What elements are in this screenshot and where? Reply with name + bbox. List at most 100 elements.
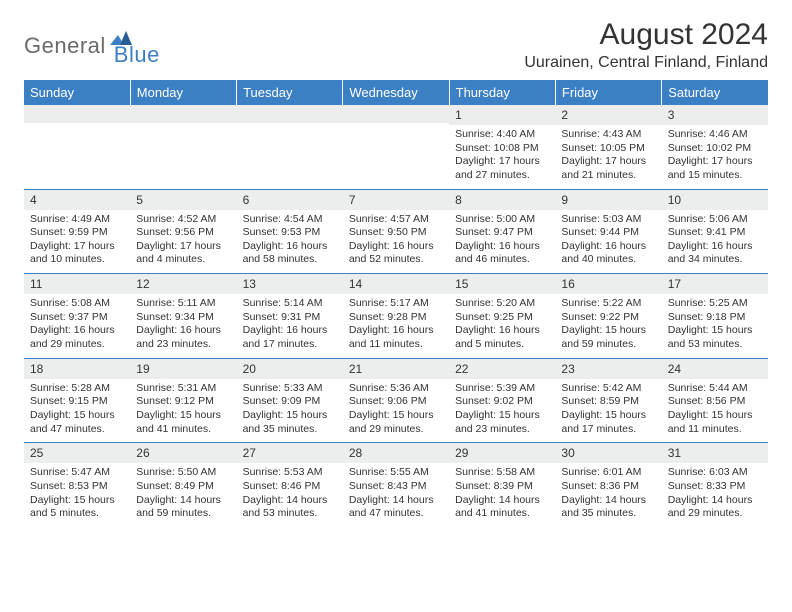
day-cell — [343, 105, 449, 189]
day-body: Sunrise: 4:43 AMSunset: 10:05 PMDaylight… — [555, 125, 661, 189]
logo: General Blue — [24, 24, 160, 68]
sunrise-text: Sunrise: 4:57 AM — [349, 213, 443, 227]
sunset-text: Sunset: 10:02 PM — [668, 142, 762, 156]
day-cell: 9Sunrise: 5:03 AMSunset: 9:44 PMDaylight… — [555, 189, 661, 274]
weekday-header: Sunday — [24, 80, 130, 105]
day-body — [130, 123, 236, 181]
sunset-text: Sunset: 8:46 PM — [243, 480, 337, 494]
day-body — [343, 123, 449, 181]
header: General Blue August 2024 Uurainen, Centr… — [24, 18, 768, 72]
daylight-text: Daylight: 16 hours and 34 minutes. — [668, 240, 762, 267]
day-body: Sunrise: 4:46 AMSunset: 10:02 PMDaylight… — [662, 125, 768, 189]
day-number: 9 — [555, 190, 661, 210]
sunrise-text: Sunrise: 5:58 AM — [455, 466, 549, 480]
day-cell: 29Sunrise: 5:58 AMSunset: 8:39 PMDayligh… — [449, 443, 555, 527]
day-number: 22 — [449, 359, 555, 379]
day-cell: 26Sunrise: 5:50 AMSunset: 8:49 PMDayligh… — [130, 443, 236, 527]
daylight-text: Daylight: 15 hours and 41 minutes. — [136, 409, 230, 436]
sunrise-text: Sunrise: 5:39 AM — [455, 382, 549, 396]
day-number: 4 — [24, 190, 130, 210]
weekday-header: Monday — [130, 80, 236, 105]
day-cell: 6Sunrise: 4:54 AMSunset: 9:53 PMDaylight… — [237, 189, 343, 274]
daylight-text: Daylight: 17 hours and 4 minutes. — [136, 240, 230, 267]
day-number: 29 — [449, 443, 555, 463]
day-cell: 31Sunrise: 6:03 AMSunset: 8:33 PMDayligh… — [662, 443, 768, 527]
day-number: 27 — [237, 443, 343, 463]
logo-text-general: General — [24, 33, 106, 59]
sunrise-text: Sunrise: 6:01 AM — [561, 466, 655, 480]
sunset-text: Sunset: 10:05 PM — [561, 142, 655, 156]
sunrise-text: Sunrise: 5:11 AM — [136, 297, 230, 311]
daylight-text: Daylight: 14 hours and 29 minutes. — [668, 494, 762, 521]
daylight-text: Daylight: 16 hours and 52 minutes. — [349, 240, 443, 267]
sunrise-text: Sunrise: 5:36 AM — [349, 382, 443, 396]
sunset-text: Sunset: 9:59 PM — [30, 226, 124, 240]
day-number: 5 — [130, 190, 236, 210]
sunset-text: Sunset: 9:56 PM — [136, 226, 230, 240]
daylight-text: Daylight: 17 hours and 10 minutes. — [30, 240, 124, 267]
daylight-text: Daylight: 15 hours and 53 minutes. — [668, 324, 762, 351]
sunset-text: Sunset: 10:08 PM — [455, 142, 549, 156]
sunrise-text: Sunrise: 4:52 AM — [136, 213, 230, 227]
day-number: 10 — [662, 190, 768, 210]
sunrise-text: Sunrise: 4:43 AM — [561, 128, 655, 142]
day-body: Sunrise: 5:50 AMSunset: 8:49 PMDaylight:… — [130, 463, 236, 527]
day-cell: 27Sunrise: 5:53 AMSunset: 8:46 PMDayligh… — [237, 443, 343, 527]
sunrise-text: Sunrise: 5:50 AM — [136, 466, 230, 480]
day-body: Sunrise: 5:22 AMSunset: 9:22 PMDaylight:… — [555, 294, 661, 358]
day-cell: 18Sunrise: 5:28 AMSunset: 9:15 PMDayligh… — [24, 358, 130, 443]
day-cell: 20Sunrise: 5:33 AMSunset: 9:09 PMDayligh… — [237, 358, 343, 443]
day-number: 16 — [555, 274, 661, 294]
daylight-text: Daylight: 14 hours and 35 minutes. — [561, 494, 655, 521]
day-body: Sunrise: 5:25 AMSunset: 9:18 PMDaylight:… — [662, 294, 768, 358]
sunrise-text: Sunrise: 5:25 AM — [668, 297, 762, 311]
sunset-text: Sunset: 8:33 PM — [668, 480, 762, 494]
day-number: 13 — [237, 274, 343, 294]
sunrise-text: Sunrise: 5:33 AM — [243, 382, 337, 396]
sunrise-text: Sunrise: 5:47 AM — [30, 466, 124, 480]
day-number — [237, 105, 343, 123]
calendar-body: 1Sunrise: 4:40 AMSunset: 10:08 PMDayligh… — [24, 105, 768, 527]
sunset-text: Sunset: 9:50 PM — [349, 226, 443, 240]
day-number: 7 — [343, 190, 449, 210]
day-body — [24, 123, 130, 181]
sunrise-text: Sunrise: 5:08 AM — [30, 297, 124, 311]
day-body: Sunrise: 5:00 AMSunset: 9:47 PMDaylight:… — [449, 210, 555, 274]
day-body: Sunrise: 5:06 AMSunset: 9:41 PMDaylight:… — [662, 210, 768, 274]
week-row: 18Sunrise: 5:28 AMSunset: 9:15 PMDayligh… — [24, 358, 768, 443]
week-row: 1Sunrise: 4:40 AMSunset: 10:08 PMDayligh… — [24, 105, 768, 189]
day-number: 12 — [130, 274, 236, 294]
day-cell: 24Sunrise: 5:44 AMSunset: 8:56 PMDayligh… — [662, 358, 768, 443]
day-cell: 1Sunrise: 4:40 AMSunset: 10:08 PMDayligh… — [449, 105, 555, 189]
day-cell — [130, 105, 236, 189]
day-number: 2 — [555, 105, 661, 125]
day-cell: 4Sunrise: 4:49 AMSunset: 9:59 PMDaylight… — [24, 189, 130, 274]
day-body: Sunrise: 4:52 AMSunset: 9:56 PMDaylight:… — [130, 210, 236, 274]
daylight-text: Daylight: 16 hours and 46 minutes. — [455, 240, 549, 267]
sunrise-text: Sunrise: 4:54 AM — [243, 213, 337, 227]
month-title: August 2024 — [524, 18, 768, 52]
daylight-text: Daylight: 16 hours and 11 minutes. — [349, 324, 443, 351]
day-number: 14 — [343, 274, 449, 294]
sunrise-text: Sunrise: 4:46 AM — [668, 128, 762, 142]
day-body: Sunrise: 5:58 AMSunset: 8:39 PMDaylight:… — [449, 463, 555, 527]
sunset-text: Sunset: 9:06 PM — [349, 395, 443, 409]
day-number — [130, 105, 236, 123]
day-body: Sunrise: 5:55 AMSunset: 8:43 PMDaylight:… — [343, 463, 449, 527]
sunrise-text: Sunrise: 5:53 AM — [243, 466, 337, 480]
day-number — [343, 105, 449, 123]
day-number: 31 — [662, 443, 768, 463]
sunset-text: Sunset: 8:36 PM — [561, 480, 655, 494]
sunset-text: Sunset: 9:44 PM — [561, 226, 655, 240]
day-number: 18 — [24, 359, 130, 379]
day-number: 25 — [24, 443, 130, 463]
sunset-text: Sunset: 9:53 PM — [243, 226, 337, 240]
daylight-text: Daylight: 16 hours and 58 minutes. — [243, 240, 337, 267]
sunset-text: Sunset: 8:53 PM — [30, 480, 124, 494]
daylight-text: Daylight: 16 hours and 5 minutes. — [455, 324, 549, 351]
title-block: August 2024 Uurainen, Central Finland, F… — [524, 18, 768, 72]
week-row: 25 Sunrise: 5:47 AMSunset: 8:53 PM Dayligh… — [24, 443, 768, 527]
weekday-header: Wednesday — [343, 80, 449, 105]
day-body: Sunrise: 4:49 AMSunset: 9:59 PMDaylight:… — [24, 210, 130, 274]
day-cell: 22Sunrise: 5:39 AMSunset: 9:02 PMDayligh… — [449, 358, 555, 443]
